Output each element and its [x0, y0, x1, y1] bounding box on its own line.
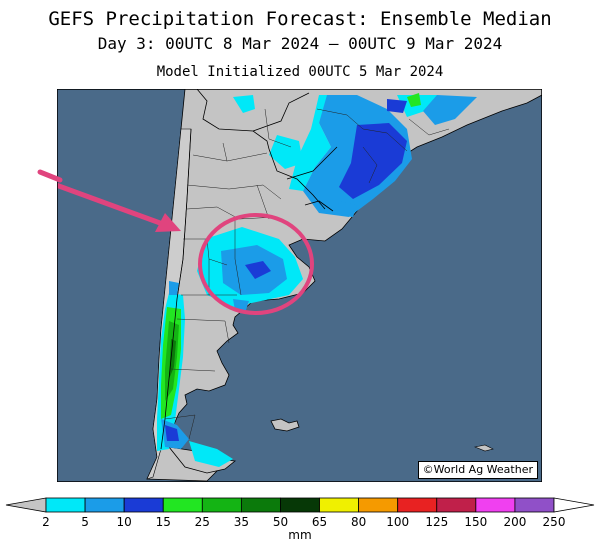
legend-below-min-triangle: [5, 497, 47, 513]
arrow-head: [155, 213, 181, 232]
precip-southern-chile: [157, 281, 233, 467]
legend-tick-label: 10: [117, 515, 132, 529]
credit-label: ©World Ag Weather: [417, 461, 538, 479]
arrow-icon: [57, 182, 174, 230]
legend-tick-label: 200: [503, 515, 526, 529]
legend-tick-label: 80: [351, 515, 366, 529]
legend-tick-label: 250: [543, 515, 566, 529]
legend-color-box: [201, 497, 242, 513]
map-subtitle: Day 3: 00UTC 8 Mar 2024 — 00UTC 9 Mar 20…: [97, 34, 503, 53]
legend-units: mm: [288, 528, 312, 542]
legend-color-box: [240, 497, 281, 513]
south-georgia-island: [473, 444, 494, 452]
map-title: GEFS Precipitation Forecast: Ensemble Me…: [48, 8, 552, 30]
legend-tick-label: 15: [156, 515, 171, 529]
falkland-islands: [270, 418, 300, 432]
legend-tick-label: 50: [273, 515, 288, 529]
arrow-tail: [37, 169, 63, 183]
country-borders: [160, 89, 338, 450]
legend-tick-label: 100: [386, 515, 409, 529]
legend-tick-label: 2: [42, 515, 50, 529]
legend-color-box: [319, 497, 360, 513]
province-borders: [164, 108, 450, 440]
legend-tick-label: 35: [234, 515, 249, 529]
precip-legend: 2 5 10 15 25 35 50 65 80 100 125 150 200 250: [5, 497, 595, 529]
legend-above-max-triangle: [553, 497, 595, 513]
legend-tick-label: 125: [425, 515, 448, 529]
circle-highlight-icon: [198, 213, 314, 315]
legend-color-box: [45, 497, 86, 513]
legend-tick-label: 150: [464, 515, 487, 529]
model-init-label: Model Initialized 00UTC 5 Mar 2024: [156, 64, 444, 80]
legend-color-box: [123, 497, 164, 513]
legend-tick-label: 65: [312, 515, 327, 529]
legend-color-box: [358, 497, 399, 513]
legend-tick-label: 5: [81, 515, 89, 529]
legend-color-box: [397, 497, 438, 513]
legend-color-box: [436, 497, 477, 513]
precip-brazil: [233, 93, 477, 217]
legend-color-box: [280, 497, 320, 513]
legend-color-box: [84, 497, 125, 513]
legend-color-box: [475, 497, 516, 513]
precipitation-map: ©World Ag Weather: [57, 89, 542, 482]
legend-tick-label: 25: [195, 515, 210, 529]
legend-color-box: [514, 497, 555, 513]
map-canvas: [57, 89, 542, 482]
legend-color-box: [162, 497, 203, 513]
